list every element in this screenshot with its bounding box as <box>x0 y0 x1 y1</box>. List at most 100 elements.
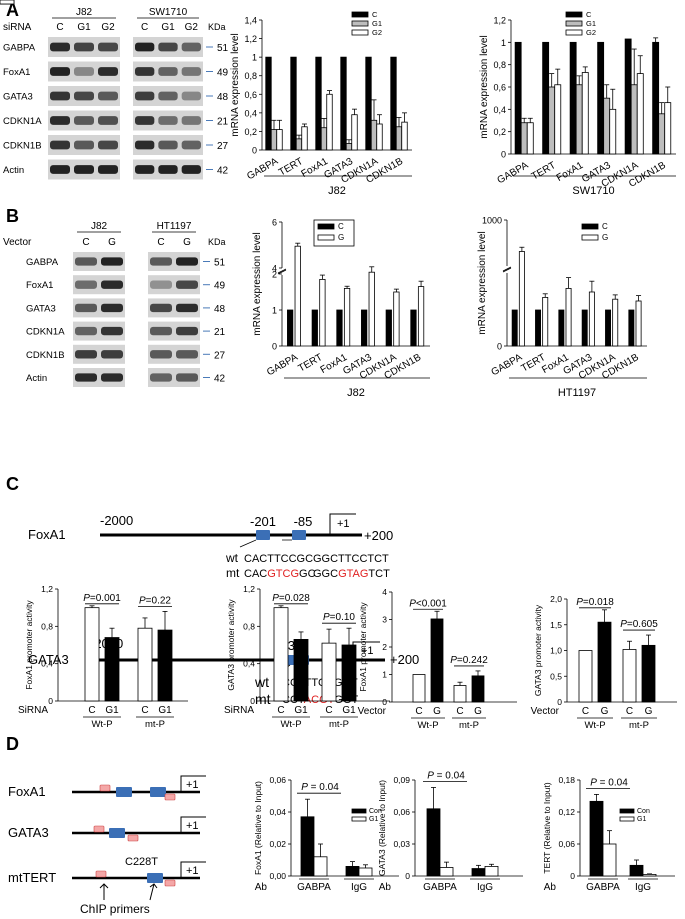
blotB-blot-strip <box>73 368 125 387</box>
chartB0-bar-C <box>336 309 343 347</box>
chartB0-y-tick-label: 4 <box>272 264 277 274</box>
chartD0-bar-G1 <box>358 867 373 877</box>
chartC1-bar-C <box>321 642 337 702</box>
chartD2-legend-swatch <box>619 808 635 814</box>
chartC0-bar-G1 <box>157 629 173 702</box>
chartD2-group-label: IgG <box>635 882 651 893</box>
blotA-kda-value: 49 <box>217 68 229 79</box>
blotA-kda-value: 21 <box>217 117 229 128</box>
chartC2-y-tick-label: 4 <box>382 587 387 597</box>
chartC0-group-label: Wt-P <box>91 719 112 730</box>
chartD2-p-letter: P <box>590 777 597 788</box>
chartC2-p-letter: P <box>409 598 416 609</box>
blotA-band <box>74 140 94 150</box>
chartA1-legend-C: C <box>586 10 592 19</box>
blotA-band <box>74 165 94 174</box>
chartB1-bar-C <box>558 309 565 347</box>
chartB0-bar-G <box>368 271 375 347</box>
blotB-band <box>101 257 123 266</box>
blotA-row-header: siRNA <box>3 22 32 33</box>
chartD0-legend-Con: Con <box>369 808 382 815</box>
blotB-band <box>150 350 172 359</box>
chartB0-bar-C <box>287 309 294 347</box>
chartC3-p-letter: P <box>576 597 583 608</box>
blotB-kda-value: 42 <box>214 374 226 385</box>
d-schematic-label-FoxA1: FoxA1 <box>8 784 46 799</box>
blotA-band <box>50 42 70 52</box>
chartC2-bar-label: C <box>456 706 463 717</box>
chartD2-bar-G1 <box>602 843 617 877</box>
chartB1-y-tick-label: 1000 <box>482 216 502 226</box>
blotB-band <box>101 326 123 336</box>
chartB0-group-label: J82 <box>347 387 365 399</box>
blotB-band <box>101 373 123 382</box>
blotB-cell-line-J82: J82 <box>91 221 108 232</box>
foxa1-wt-seq: CACTTCCGC <box>244 553 313 565</box>
chartA1-y-tick-label: 0,2 <box>493 127 506 137</box>
chartC0-bar-G1 <box>104 637 120 702</box>
blotA-band <box>158 67 178 76</box>
gata3-gene-label: GATA3 <box>28 652 69 667</box>
chartC3-bar-G <box>597 621 612 703</box>
chartD1-p-value: P = 0.04 <box>427 770 465 781</box>
chartA1-legend-swatch <box>565 11 583 18</box>
chartC0-group-label: mt-P <box>145 719 165 730</box>
chartC1-p-letter: P <box>272 593 279 604</box>
chartC3-bar-label: G <box>645 706 653 717</box>
chartA0-group-label: J82 <box>328 185 346 197</box>
chartC2-bar-C <box>453 685 467 703</box>
chartC2-y-tick-label: 1 <box>382 670 387 680</box>
chartA0-y-tick-label: 0,6 <box>244 90 257 100</box>
chartA0-bar-G1 <box>320 127 328 151</box>
chartC1-bar-G1 <box>341 644 357 702</box>
chartB0-bar-C <box>361 309 368 347</box>
chartB0-legend-G: G <box>338 233 344 242</box>
blotA-lane-G1: G1 <box>161 22 175 33</box>
chartA0-bar-G2 <box>351 114 358 151</box>
chartB1-legend-G: G <box>602 233 608 242</box>
chartB1-legend-swatch <box>581 223 599 230</box>
blotB-blot-strip <box>148 321 200 341</box>
chartC2-bar-G <box>471 675 485 703</box>
blotA-band <box>181 42 201 52</box>
chartC2-p-letter: P <box>450 655 457 666</box>
chartA1-bar-G2 <box>609 108 617 155</box>
chartD2-bar-Con <box>589 800 604 877</box>
chartD0-group-label: GABPA <box>297 882 331 893</box>
chartC1-group-label: Wt-P <box>280 719 301 730</box>
chartA0-bar-G2 <box>376 123 383 151</box>
chartA0-y-tick-label: 0,2 <box>244 127 257 137</box>
chartC3-row-label: Vector <box>531 706 560 717</box>
blotB-protein-FoxA1: FoxA1 <box>26 280 53 291</box>
chartC3-bar-label: C <box>582 706 589 717</box>
chartD0-y-label: FoxA1 (Relative to Input) <box>253 781 263 875</box>
foxa1-mt-seq-segment: GTCG <box>267 568 299 580</box>
blotB-cell-line-HT1197: HT1197 <box>157 221 192 232</box>
chartB1-y-label: mRNA expression level <box>477 231 488 334</box>
chartC3-group-label: Wt-P <box>584 720 605 731</box>
blotB-kda-header: KDa <box>208 237 226 247</box>
chartA1-y-tick-label: 0 <box>501 150 506 160</box>
blotB-row-header: Vector <box>3 237 32 248</box>
blotA-band <box>98 116 118 125</box>
chartA0-y-tick-label: 0,8 <box>244 71 257 81</box>
blotA-band <box>98 91 118 101</box>
chartA1-legend-G2: G2 <box>586 28 596 37</box>
chartC3-p-number: =0.018 <box>583 597 614 608</box>
blotB-blot-strip <box>148 252 200 271</box>
chartB1-legend-C: C <box>602 222 608 231</box>
blotA-lane-C: C <box>141 22 148 33</box>
chartD1-y-tick-label: 0,06 <box>393 807 410 817</box>
blotB-lane-G: G <box>108 237 116 248</box>
blotA-band <box>158 165 178 174</box>
chartA1-legend-G1: G1 <box>586 19 596 28</box>
chartA0-bar-C <box>365 56 372 151</box>
foxa1-mt-seq-segment: GC <box>299 568 316 580</box>
chartB1-break-mark <box>502 267 512 273</box>
chartA0-bar-G2 <box>326 93 333 151</box>
foxa1-mt-label: mt <box>226 566 240 580</box>
blotB-band <box>150 257 172 266</box>
d-binding-site <box>150 787 166 797</box>
blotA-protein-GATA3: GATA3 <box>3 92 33 103</box>
